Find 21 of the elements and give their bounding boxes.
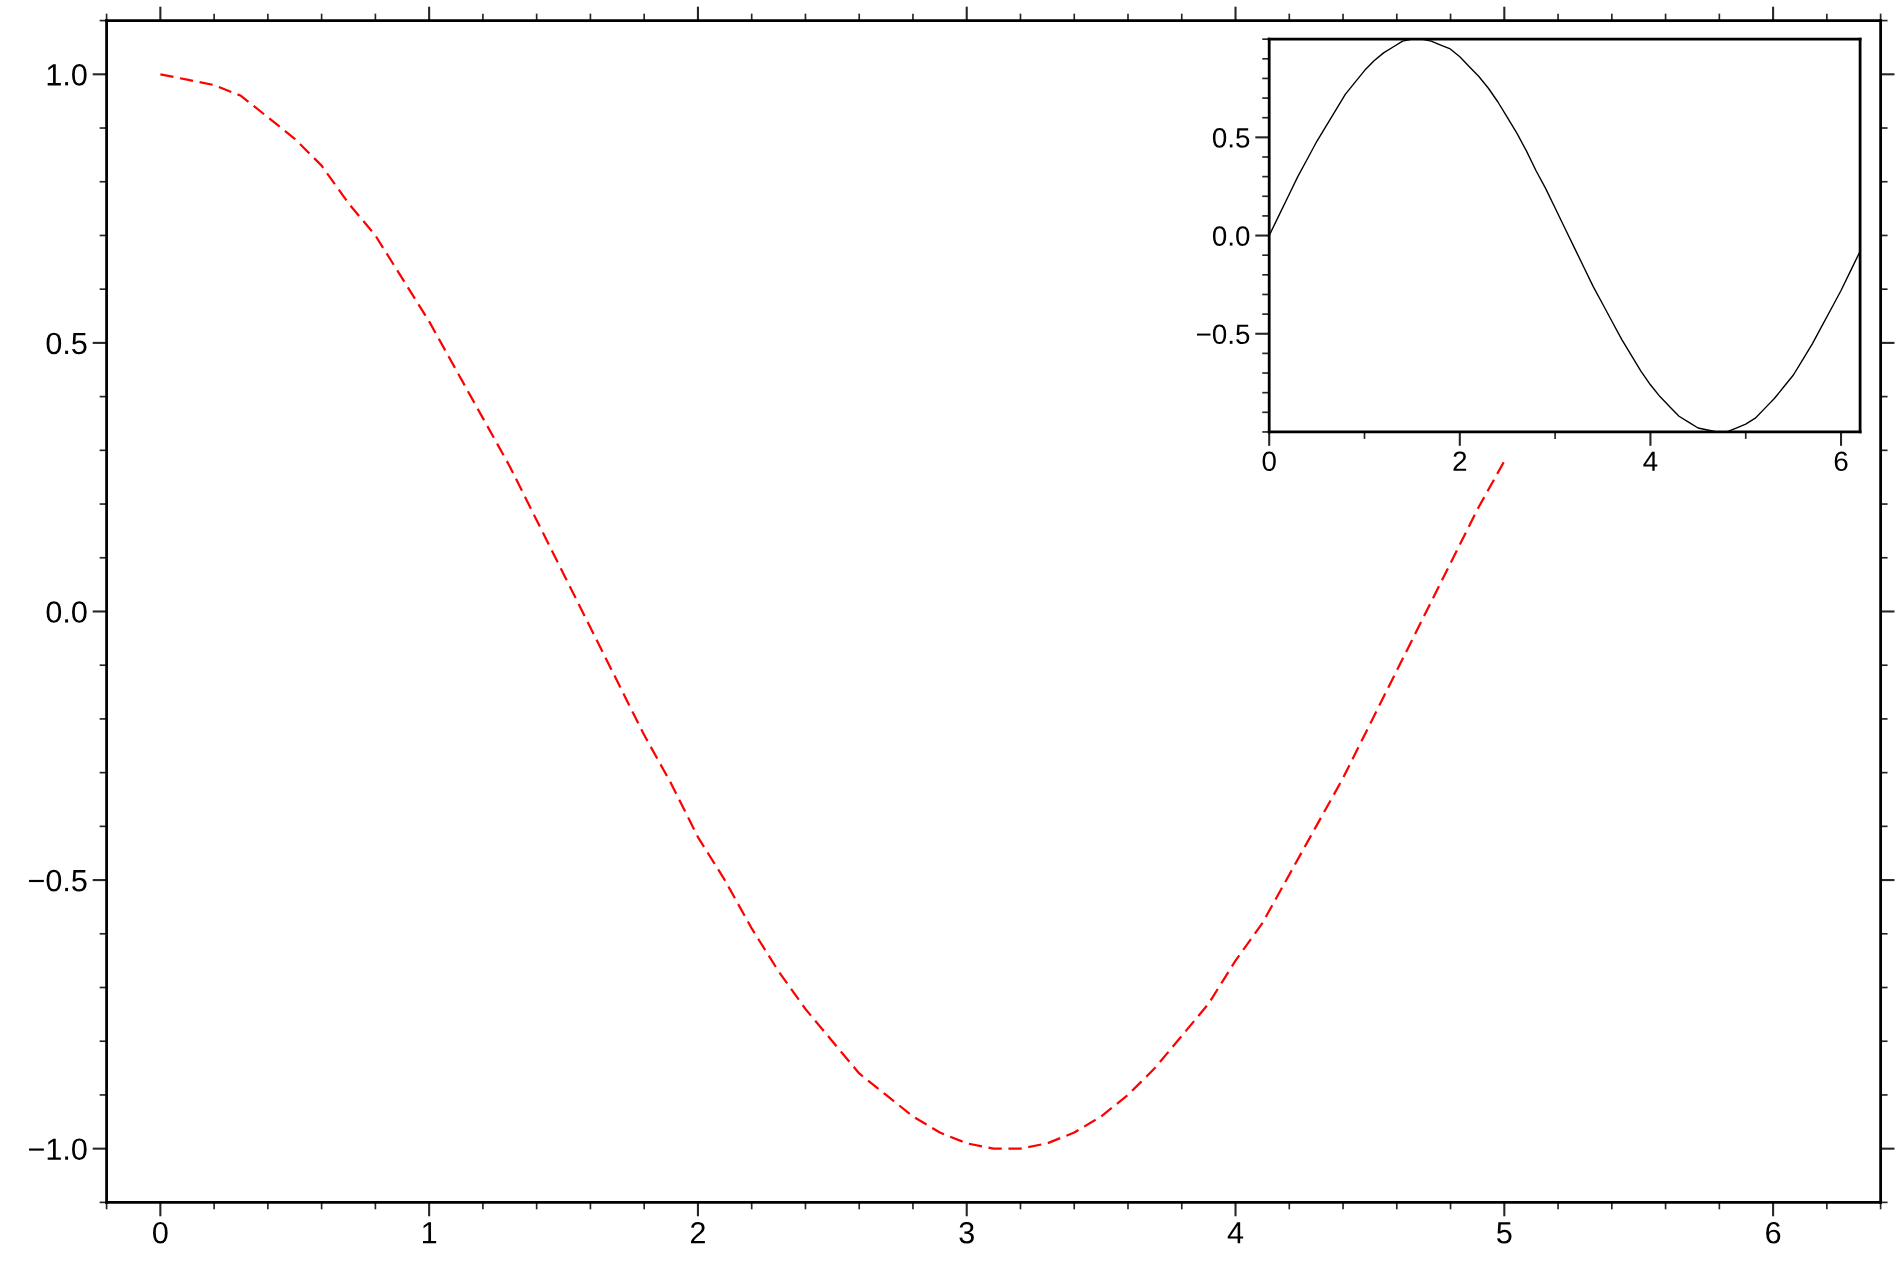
y-tick-label: −0.5 [1196,324,1250,345]
x-tick-label: 5 [1497,1222,1512,1244]
x-tick-label: 2 [690,1221,705,1244]
x-tick-label: 3 [959,1221,974,1244]
x-tick-label: 0 [153,1221,168,1244]
y-tick-label: 0.0 [46,601,87,623]
y-tick-label: −1.0 [29,1138,87,1161]
x-tick-label: 4 [1643,451,1658,471]
x-tick-label: 6 [1834,451,1848,472]
x-tick-label: 2 [1453,451,1467,471]
x-tick-label: 0 [1262,451,1276,472]
y-tick-label: 0.5 [46,332,87,355]
y-tick-label: 1.0 [47,64,87,86]
line-series [1269,39,1861,432]
x-tick-label: 4 [1227,1222,1244,1244]
y-tick-label: 0.0 [1212,226,1250,246]
y-tick-label: 0.5 [1212,128,1250,148]
x-tick-label: 6 [1766,1221,1781,1244]
y-tick-label: −0.5 [29,869,87,892]
line-series [159,73,1506,1150]
x-tick-label: 1 [422,1222,437,1244]
